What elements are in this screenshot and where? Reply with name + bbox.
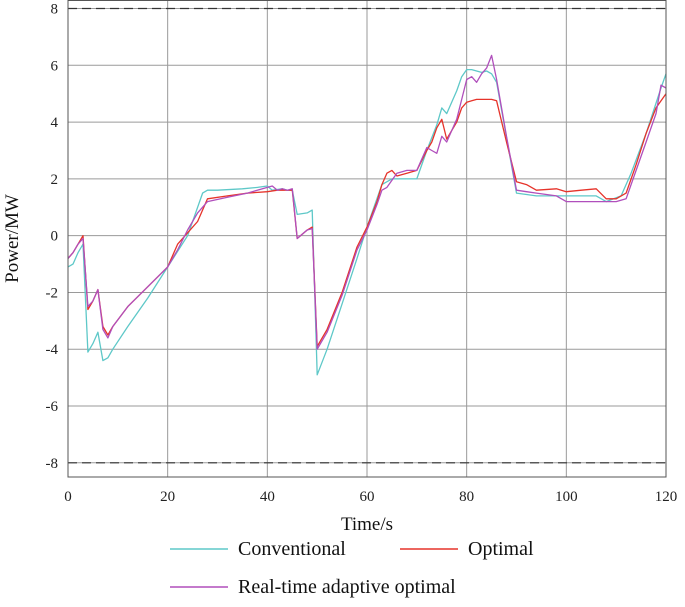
- y-tick-label: 2: [51, 172, 59, 188]
- x-tick-label: 60: [360, 489, 375, 505]
- series-lines: [67, 54, 667, 376]
- plot-frame: [67, 0, 667, 478]
- tick-labels: 0 20 40 60 80 100 120 -8 -6 -4 -2 0 2 4 6 8: [46, 2, 678, 505]
- series-line: [67, 68, 667, 376]
- x-tick-label: 120: [655, 489, 678, 505]
- y-tick-label: -2: [46, 285, 59, 301]
- y-tick-label: 0: [51, 229, 59, 245]
- x-tick-label: 80: [459, 489, 474, 505]
- y-tick-label: -6: [46, 399, 59, 415]
- x-axis-label: Time/s: [341, 514, 393, 535]
- limit-lines: [68, 7, 666, 464]
- y-tick-label: 8: [51, 2, 59, 18]
- y-axis-label: Power/MW: [2, 194, 23, 283]
- x-tick-label: 20: [160, 489, 175, 505]
- y-tick-label: -4: [46, 342, 59, 358]
- grid: [67, 0, 667, 477]
- legend: Conventional Optimal Real-time adaptive op…: [170, 538, 534, 598]
- series-line: [67, 54, 667, 350]
- x-tick-label: 40: [260, 489, 275, 505]
- y-tick-label: 6: [51, 58, 59, 74]
- legend-label: Optimal: [468, 538, 534, 560]
- y-tick-label: 4: [51, 115, 59, 131]
- y-tick-label: -8: [46, 456, 59, 472]
- legend-label: Real-time adaptive optimal: [238, 576, 456, 598]
- x-tick-label: 0: [64, 489, 72, 505]
- x-tick-label: 100: [555, 489, 578, 505]
- legend-label: Conventional: [238, 538, 346, 560]
